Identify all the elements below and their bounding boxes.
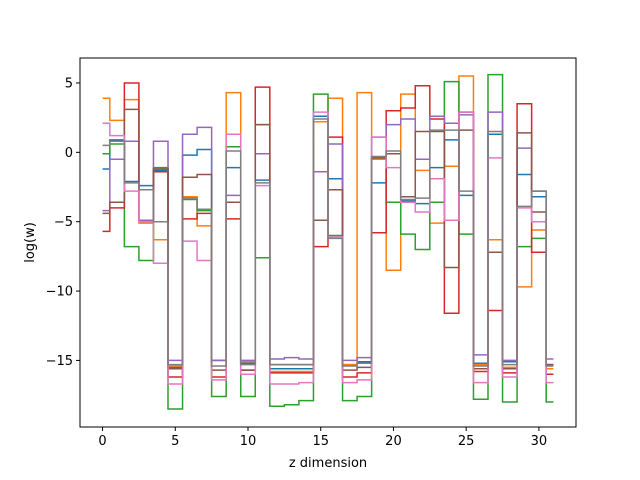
y-tick-label: 5 <box>65 76 73 91</box>
x-tick-label: 20 <box>385 434 402 449</box>
x-tick-label: 15 <box>312 434 329 449</box>
y-tick-label: −10 <box>46 285 73 300</box>
x-tick-label: 0 <box>98 434 106 449</box>
series-layer <box>102 73 554 410</box>
x-axis-label: z dimension <box>289 456 367 471</box>
y-tick-label: 0 <box>65 146 73 161</box>
x-tick-label: 5 <box>171 434 179 449</box>
x-tick-label: 30 <box>531 434 548 449</box>
x-tick-label: 25 <box>458 434 475 449</box>
series-line-8 <box>102 118 554 367</box>
y-axis: −15 −10 −5 0 5 <box>46 76 80 369</box>
series-line-1 <box>102 115 554 370</box>
y-tick-label: −5 <box>54 215 73 230</box>
x-tick-label: 10 <box>240 434 257 449</box>
x-axis: 0 5 10 15 20 25 30 <box>98 427 547 449</box>
y-axis-label: log(w) <box>23 222 38 263</box>
series-line-4 <box>102 82 554 378</box>
plot-area-frame <box>79 57 577 428</box>
y-tick-label: −15 <box>46 354 73 369</box>
series-line-2 <box>102 75 554 373</box>
